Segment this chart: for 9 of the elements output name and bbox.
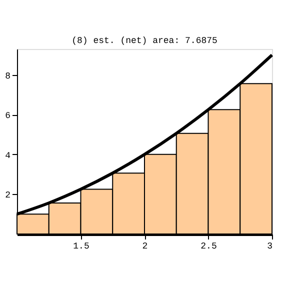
x-tick-label: 1.5 xyxy=(73,242,90,252)
chart-title: (8) est. (net) area: 7.6875 xyxy=(72,36,218,46)
y-tick-label: 6 xyxy=(5,111,10,122)
y-tick-label: 2 xyxy=(5,190,10,201)
x-tick-label: 2.5 xyxy=(200,242,217,252)
y-tick-label: 4 xyxy=(5,150,10,161)
x-tick-label: 3 xyxy=(267,242,272,252)
y-tick-label: 8 xyxy=(5,71,10,82)
x-tick-label: 2 xyxy=(142,242,148,252)
